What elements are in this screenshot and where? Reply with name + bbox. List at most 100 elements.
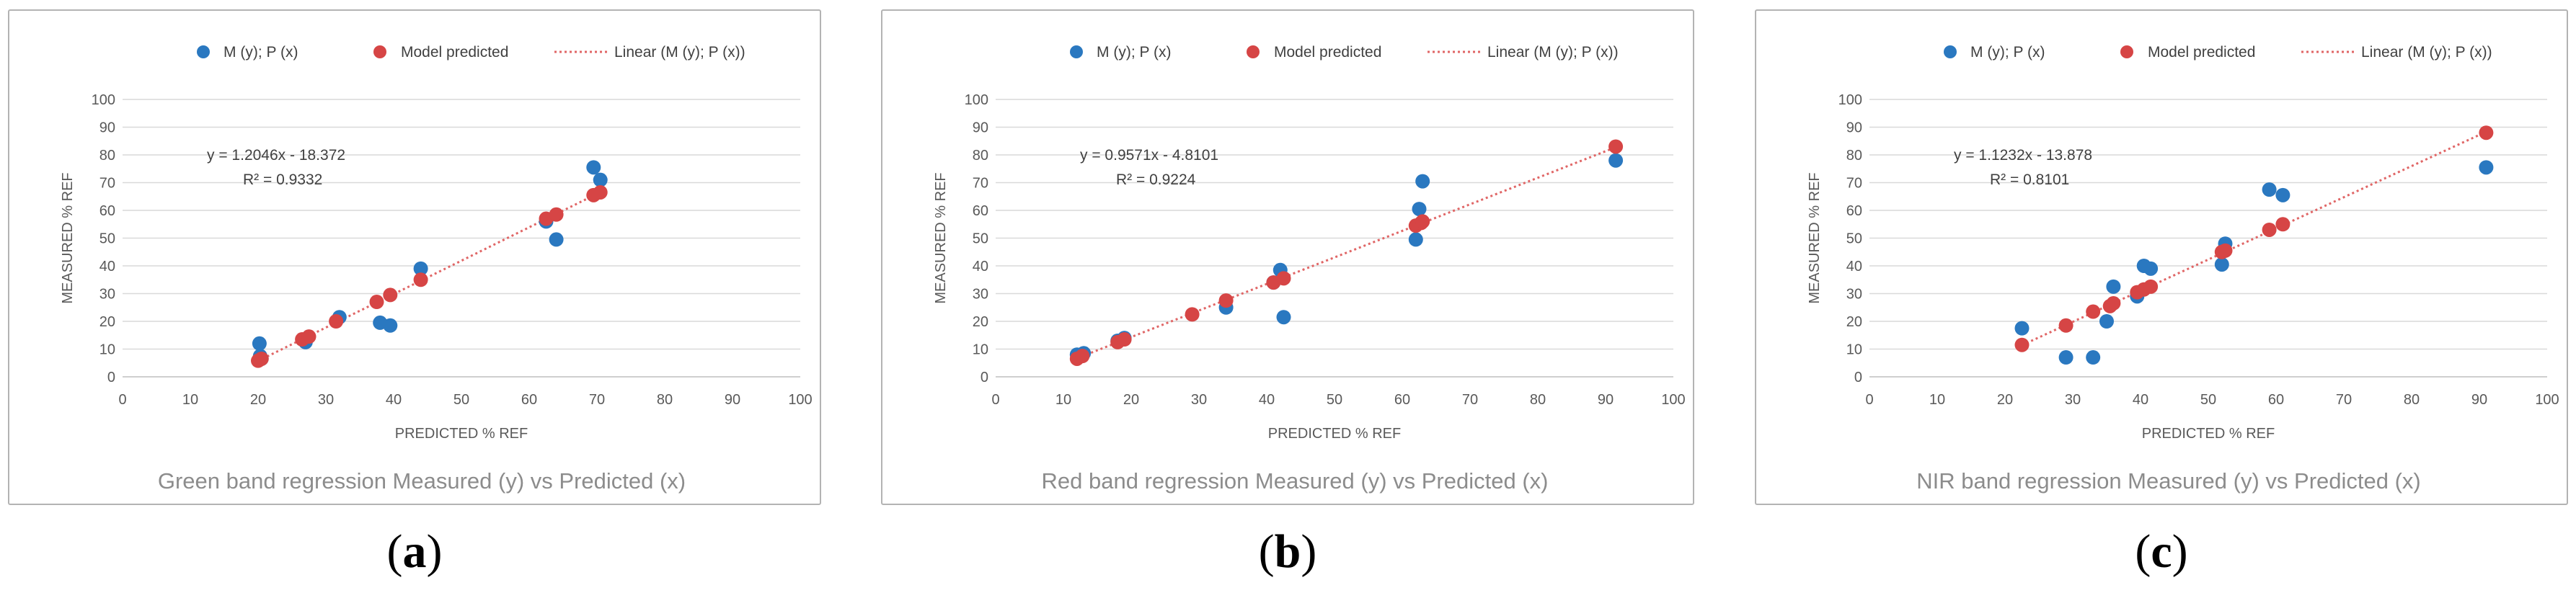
predicted-point	[329, 314, 344, 329]
x-tick-label: 20	[1997, 392, 2013, 408]
measured-point	[2099, 314, 2114, 329]
chart-caption: Green band regression Measured (y) vs Pr…	[158, 468, 686, 494]
chart-frame	[1755, 9, 2568, 505]
y-axis-title: MEASURED % REF	[60, 172, 76, 303]
r-squared-label: R² = 0.8101	[1990, 171, 2069, 188]
predicted-point	[2106, 295, 2121, 311]
y-tick-label: 10	[99, 342, 115, 358]
regression-equation: y = 1.1232x - 13.878	[1954, 147, 2092, 164]
y-tick-label: 60	[1846, 203, 1862, 219]
predicted-point	[1218, 293, 1234, 308]
r-squared-label: R² = 0.9332	[243, 171, 322, 188]
predicted-point	[2262, 222, 2277, 237]
measured-point	[252, 336, 267, 351]
y-tick-label: 30	[1846, 287, 1862, 303]
chart-frame	[8, 9, 821, 505]
x-tick-label: 60	[521, 392, 537, 408]
x-tick-label: 10	[1055, 392, 1071, 408]
x-tick-label: 60	[2268, 392, 2284, 408]
y-tick-label: 20	[99, 314, 115, 330]
y-tick-label: 90	[99, 120, 115, 136]
measured-point	[2014, 321, 2030, 336]
legend-label-trend: Linear (M (y); P (x))	[614, 44, 745, 61]
x-tick-label: 80	[2404, 392, 2420, 408]
y-tick-label: 80	[99, 148, 115, 164]
legend-marker-measured	[1944, 45, 1957, 58]
chart-panel-c: 0 10 20 30 40 50 60 70 80 90 100 0 10 20 30 40 50 60 70 80 9…	[1747, 0, 2576, 598]
x-tick-label: 20	[1123, 392, 1139, 408]
trendline	[1076, 146, 1616, 360]
legend-label-measured: M (y); P (x)	[223, 44, 298, 61]
predicted-point	[2275, 217, 2290, 232]
x-axis-title: PREDICTED % REF	[1268, 426, 1401, 442]
measured-point	[549, 232, 564, 247]
measured-point	[2086, 350, 2101, 365]
measured-point	[1608, 153, 1624, 168]
legend-label-predicted: Model predicted	[2148, 44, 2255, 61]
trendline	[2021, 130, 2487, 347]
y-tick-label: 10	[1846, 342, 1862, 358]
measured-point	[2275, 187, 2290, 202]
measured-point	[2143, 261, 2159, 276]
predicted-point	[254, 351, 269, 366]
x-tick-label: 40	[386, 392, 402, 408]
legend-marker-predicted	[373, 45, 386, 58]
legend-marker-predicted	[2120, 45, 2133, 58]
x-tick-label: 100	[1661, 392, 1685, 408]
x-tick-label: 60	[1394, 392, 1410, 408]
legend-label-predicted: Model predicted	[1274, 44, 1381, 61]
y-tick-label: 10	[973, 342, 988, 358]
measured-point	[593, 172, 608, 187]
x-tick-label: 90	[1598, 392, 1614, 408]
predicted-point	[2143, 279, 2159, 294]
x-tick-label: 70	[1462, 392, 1478, 408]
y-tick-label: 0	[107, 370, 115, 385]
predicted-point	[301, 329, 317, 344]
y-tick-label: 30	[99, 287, 115, 303]
y-tick-label: 100	[1838, 92, 1862, 108]
x-tick-label: 0	[118, 392, 126, 408]
predicted-point	[1185, 307, 1200, 322]
predicted-point	[2058, 318, 2073, 333]
x-tick-label: 10	[1929, 392, 1945, 408]
x-tick-label: 20	[250, 392, 266, 408]
measured-point	[2262, 182, 2277, 197]
measured-point	[1412, 202, 1427, 217]
predicted-point	[1117, 332, 1132, 347]
predicted-point	[369, 295, 384, 310]
measured-point	[1276, 310, 1291, 325]
measured-point	[383, 318, 398, 333]
y-tick-label: 20	[973, 314, 988, 330]
x-tick-label: 30	[2065, 392, 2081, 408]
chart-a: 0 10 20 30 40 50 60 70 80 90 100 0 10 20 30 40 50 60 70 80 9…	[8, 9, 821, 505]
y-tick-label: 80	[1846, 148, 1862, 164]
predicted-point	[1415, 214, 1430, 229]
legend-label-measured: M (y); P (x)	[1970, 44, 2045, 61]
y-axis-title: MEASURED % REF	[1807, 172, 1823, 303]
measured-point	[1408, 232, 1423, 247]
legend-marker-measured	[197, 45, 210, 58]
predicted-point	[1075, 349, 1090, 364]
x-axis-title: PREDICTED % REF	[395, 426, 528, 442]
predicted-point	[1276, 271, 1291, 286]
y-tick-label: 60	[99, 203, 115, 219]
y-tick-label: 90	[1846, 120, 1862, 136]
x-tick-label: 30	[318, 392, 334, 408]
legend-label-trend: Linear (M (y); P (x))	[2361, 44, 2492, 61]
y-tick-label: 50	[1846, 231, 1862, 247]
regression-equation: y = 0.9571x - 4.8101	[1080, 147, 1218, 164]
r-squared-label: R² = 0.9224	[1116, 171, 1196, 188]
panel-label-c: (c)	[2135, 525, 2188, 578]
legend-marker-measured	[1070, 45, 1083, 58]
x-tick-label: 40	[2133, 392, 2148, 408]
predicted-point	[2086, 304, 2101, 319]
legend-marker-predicted	[1247, 45, 1260, 58]
measured-point	[2214, 257, 2229, 272]
y-tick-label: 50	[99, 231, 115, 247]
x-tick-label: 0	[991, 392, 999, 408]
measured-point	[413, 261, 428, 276]
measured-point	[2479, 160, 2494, 175]
y-tick-label: 40	[973, 259, 988, 275]
chart-frame	[881, 9, 1694, 505]
y-tick-label: 90	[973, 120, 988, 136]
